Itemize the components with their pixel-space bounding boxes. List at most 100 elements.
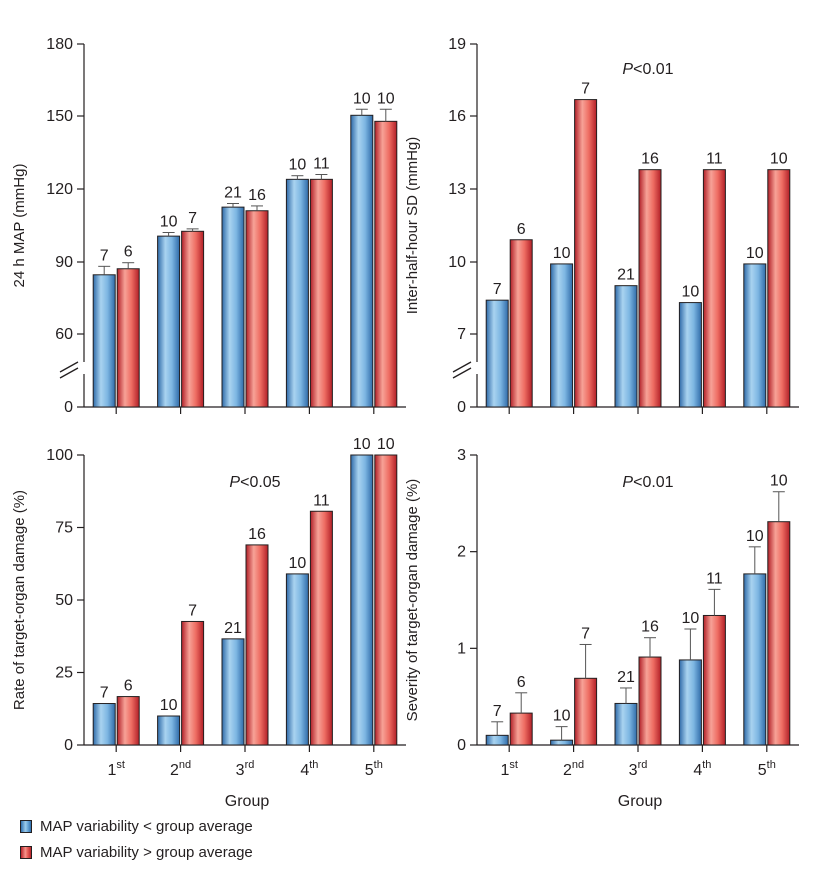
y-tick-label: 0 <box>64 399 73 416</box>
bar-below-average <box>92 703 116 746</box>
bar-count-label: 7 <box>188 210 197 227</box>
bar-below-average <box>743 573 767 746</box>
y-tick-label: 13 <box>448 181 466 198</box>
bar-count-label: 6 <box>517 221 526 238</box>
y-tick-label: 25 <box>55 665 73 682</box>
bar-below-average <box>221 206 245 408</box>
y-tick-label: 10 <box>448 254 466 271</box>
bar-above-average <box>245 544 269 746</box>
axis-break-mark <box>59 367 79 379</box>
bar-above-average <box>638 169 662 408</box>
bar-count-label: 7 <box>100 685 109 702</box>
y-tick-label: 0 <box>64 737 73 754</box>
bar-below-average <box>350 114 374 408</box>
y-tick-label: 100 <box>46 447 73 464</box>
bar-below-average <box>678 659 702 746</box>
x-tick-label: 4th <box>693 759 711 779</box>
bar-below-average <box>614 285 638 408</box>
p-value-annotation: P<0.01 <box>622 61 673 78</box>
bar-below-average <box>614 702 638 746</box>
y-tick-label: 120 <box>46 181 73 198</box>
legend-label-below: MAP variability < group average <box>40 818 253 835</box>
bar-count-label: 11 <box>313 492 330 509</box>
bar-below-average <box>743 263 767 408</box>
bar-count-label: 10 <box>770 151 788 168</box>
y-tick-label: 60 <box>55 326 73 343</box>
bar-count-label: 10 <box>353 90 371 107</box>
bar-count-label: 10 <box>289 555 307 572</box>
chart-panel-2: 0 7 10 13 16 19 Inter-half-hour SD (mmHg) P<0.0… <box>404 36 799 416</box>
bar-count-label: 21 <box>617 669 635 686</box>
bar-below-average <box>157 715 181 746</box>
bar-above-average <box>374 454 398 746</box>
chart-panel-4: 0 1 2 3 Severity of target-organ damage (%) P… <box>404 447 799 810</box>
legend-item-above: MAP variability > group average <box>20 844 253 861</box>
y-tick-label: 1 <box>457 640 466 657</box>
bar-above-average <box>116 268 140 408</box>
x-tick-label: 3rd <box>236 759 255 779</box>
y-tick-label: 0 <box>457 399 466 416</box>
x-tick-label: 4th <box>300 759 318 779</box>
bar-count-label: 21 <box>224 620 242 637</box>
axis-break-gap <box>465 362 485 374</box>
bar-count-label: 11 <box>706 570 723 587</box>
bar-count-label: 7 <box>188 602 197 619</box>
bar-count-label: 7 <box>581 81 590 98</box>
bar-count-label: 10 <box>353 436 371 453</box>
axis-break-mark <box>452 367 472 379</box>
bar-above-average <box>702 614 726 746</box>
bar-below-average <box>678 302 702 408</box>
bar-below-average <box>485 734 509 746</box>
bar-count-label: 7 <box>100 247 109 264</box>
x-tick-label: 2nd <box>563 759 584 779</box>
bar-above-average <box>309 178 333 408</box>
bar-above-average <box>181 620 205 746</box>
bar-count-label: 11 <box>313 156 330 173</box>
bar-above-average <box>574 677 598 746</box>
chart-panel-3: 0 25 50 75 100 Rate of target-organ damage (%… <box>11 436 406 810</box>
axis-break-gap <box>72 362 92 374</box>
bar-count-label: 11 <box>706 151 723 168</box>
bar-count-label: 7 <box>493 281 502 298</box>
y-tick-label: 7 <box>457 326 466 343</box>
p-value-annotation: P<0.05 <box>229 474 280 491</box>
bar-above-average <box>116 696 140 746</box>
bar-below-average <box>550 263 574 408</box>
bar-count-label: 10 <box>160 697 178 714</box>
x-tick-label: 2nd <box>170 759 191 779</box>
bar-above-average <box>574 99 598 408</box>
bar-above-average <box>638 656 662 746</box>
bar-count-label: 16 <box>248 526 266 543</box>
x-tick-label: 5th <box>758 759 776 779</box>
x-tick-label: 1st <box>500 759 517 779</box>
legend-swatch-red <box>20 846 32 859</box>
bar-count-label: 10 <box>160 214 178 231</box>
axis-break-mark <box>452 361 472 373</box>
x-axis-title: Group <box>618 793 663 810</box>
bar-count-label: 10 <box>377 90 395 107</box>
p-value-annotation: P<0.01 <box>622 474 673 491</box>
axis-break-mark <box>59 361 79 373</box>
bar-count-label: 6 <box>124 678 133 695</box>
bar-above-average <box>702 169 726 408</box>
bar-below-average <box>157 235 181 408</box>
y-tick-label: 50 <box>55 592 73 609</box>
bar-count-label: 10 <box>770 473 788 490</box>
bar-count-label: 21 <box>617 267 635 284</box>
bar-count-label: 10 <box>553 708 571 725</box>
y-axis-title: Inter-half-hour SD (mmHg) <box>404 137 421 315</box>
y-tick-label: 16 <box>448 108 466 125</box>
y-tick-label: 0 <box>457 737 466 754</box>
y-tick-label: 150 <box>46 108 73 125</box>
bar-below-average <box>550 739 574 746</box>
bar-count-label: 10 <box>377 436 395 453</box>
bar-count-label: 21 <box>224 185 242 202</box>
y-tick-label: 2 <box>457 544 466 561</box>
bar-below-average <box>485 299 509 408</box>
bar-below-average <box>221 638 245 746</box>
bar-count-label: 7 <box>581 625 590 642</box>
bar-count-label: 6 <box>124 244 133 261</box>
y-tick-label: 180 <box>46 36 73 53</box>
